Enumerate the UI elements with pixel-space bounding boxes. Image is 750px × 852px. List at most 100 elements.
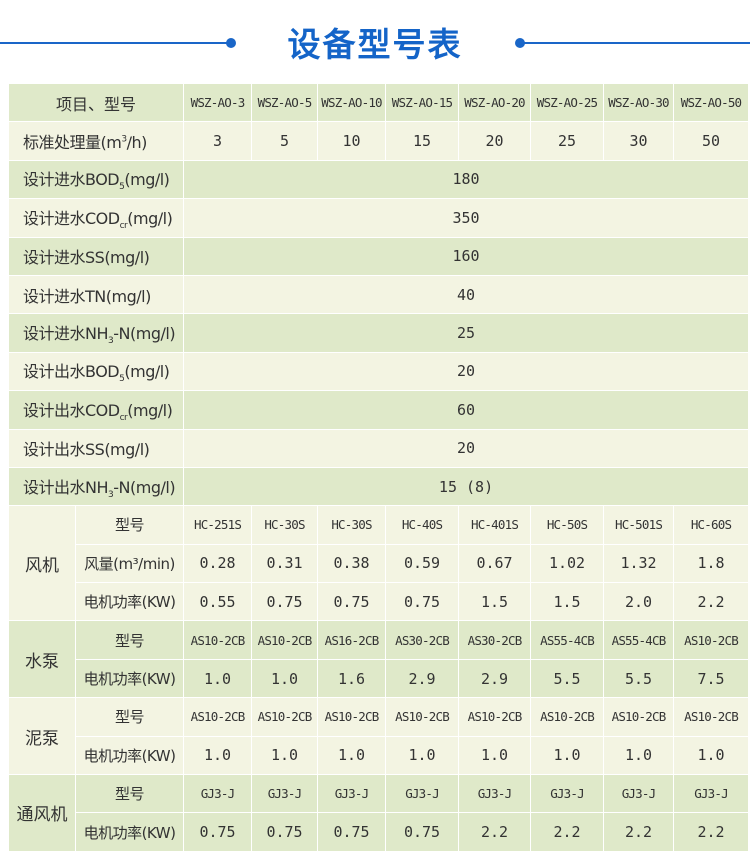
equipment-value: 5.5 — [530, 658, 605, 699]
equipment-value: 1.6 — [317, 658, 387, 699]
capacity-value: 20 — [458, 121, 532, 161]
equipment-value: 0.75 — [317, 812, 387, 852]
group-label: 通风机 — [8, 774, 76, 852]
capacity-value: 3 — [183, 121, 253, 161]
equipment-value: AS16-2CB — [317, 620, 387, 660]
label-part: 设计出水COD — [23, 400, 120, 420]
label-part: -N(mg/l) — [113, 323, 176, 343]
equipment-value: 1.8 — [673, 543, 750, 584]
title-bar: 设备型号表 — [0, 0, 750, 83]
page-title: 设备型号表 — [287, 25, 463, 64]
equipment-value: GJ3-J — [183, 774, 253, 814]
equipment-value: AS10-2CB — [317, 697, 387, 737]
equipment-value: 0.38 — [317, 543, 387, 584]
equipment-value: HC-40S — [385, 505, 460, 545]
equipment-value: 1.0 — [458, 735, 532, 776]
equipment-value: 1.5 — [530, 582, 605, 622]
group-label: 水泵 — [8, 620, 76, 699]
equipment-value: GJ3-J — [603, 774, 675, 814]
capacity-value: 50 — [673, 121, 750, 161]
label-part: 设计出水BOD — [23, 362, 120, 382]
table-row-design: 设计出水BOD5(mg/l) 20 — [7, 351, 750, 392]
equipment-value: AS10-2CB — [458, 697, 532, 737]
label-part: 设计出水NH — [23, 477, 109, 497]
title-divider-right — [522, 42, 750, 44]
label-part: 3 — [108, 336, 114, 347]
label-part: 设计出水SS(mg/l) — [23, 440, 150, 460]
sub-label: 型号 — [74, 620, 185, 660]
sub-label: 电机功率(KW) — [74, 735, 185, 776]
equipment-value: HC-30S — [251, 505, 319, 545]
row-label: 设计进水CODcr(mg/l) — [7, 198, 185, 238]
equipment-value: AS10-2CB — [183, 697, 253, 737]
label-part: -N(mg/l) — [113, 477, 176, 497]
equipment-value: HC-501S — [603, 505, 675, 545]
table-row-capacity: 标准处理量(m3/h) 3 5 10 15 20 25 30 50 — [7, 121, 750, 161]
table-row-equipment: 电机功率(KW) 1.0 1.0 1.0 1.0 1.0 1.0 1.0 1.0 — [9, 735, 750, 776]
equipment-value: GJ3-J — [317, 774, 387, 814]
equipment-value: 1.32 — [603, 543, 675, 584]
equipment-value: 1.02 — [530, 543, 605, 584]
equipment-value: HC-50S — [530, 505, 605, 545]
equipment-value: 0.55 — [183, 582, 253, 622]
design-value: 350 — [183, 198, 750, 238]
equipment-value: AS55-4CB — [530, 620, 605, 660]
label-part: (mg/l) — [124, 362, 170, 382]
equipment-value: AS10-2CB — [530, 697, 605, 737]
design-value: 20 — [183, 351, 750, 392]
row-label: 设计出水NH3-N(mg/l) — [7, 466, 185, 507]
capacity-value: 15 — [385, 121, 460, 161]
equipment-value: AS10-2CB — [385, 697, 460, 737]
group-label: 泥泵 — [8, 697, 76, 776]
row-label: 设计进水SS(mg/l) — [7, 236, 185, 276]
equipment-value: 2.9 — [385, 658, 460, 699]
equipment-value: HC-60S — [673, 505, 750, 545]
equipment-value: 0.28 — [183, 543, 253, 584]
equipment-value: 0.31 — [251, 543, 319, 584]
design-value: 20 — [183, 428, 750, 468]
table-row-equipment: 电机功率(KW) 1.0 1.0 1.6 2.9 2.9 5.5 5.5 7.5 — [9, 658, 750, 699]
equipment-value: AS10-2CB — [251, 697, 319, 737]
equipment-value: AS10-2CB — [183, 620, 253, 660]
table-row-design: 设计进水TN(mg/l) 40 — [7, 274, 750, 315]
capacity-value: 30 — [603, 121, 675, 161]
equipment-value: GJ3-J — [458, 774, 532, 814]
label-part: 设计进水BOD — [23, 170, 120, 190]
design-value: 180 — [183, 159, 750, 200]
row-label: 设计进水BOD5(mg/l) — [7, 159, 185, 200]
table-row-equipment: 电机功率(KW) 0.75 0.75 0.75 0.75 2.2 2.2 2.2 2.2 — [9, 812, 750, 852]
row-label: 设计进水NH3-N(mg/l) — [7, 313, 185, 353]
equipment-value: 0.75 — [385, 582, 460, 622]
sub-label: 型号 — [74, 505, 185, 545]
equipment-value: 7.5 — [673, 658, 750, 699]
model-header: WSZ-AO-25 — [530, 82, 605, 123]
equipment-value: 2.2 — [530, 812, 605, 852]
sub-label: 型号 — [74, 697, 185, 737]
equipment-value: GJ3-J — [385, 774, 460, 814]
table-row-equipment: 通风机 型号 GJ3-J GJ3-J GJ3-J GJ3-J GJ3-J GJ3-J GJ3-J… — [8, 774, 750, 852]
design-value: 60 — [183, 390, 750, 430]
row-label: 设计出水CODcr(mg/l) — [7, 390, 185, 430]
capacity-value: 10 — [317, 121, 387, 161]
label-part: 设计进水COD — [23, 208, 120, 228]
header-label: 项目、型号 — [7, 82, 185, 123]
group-label: 风机 — [8, 505, 76, 622]
sub-label: 电机功率(KW) — [74, 812, 185, 852]
model-header: WSZ-AO-10 — [317, 82, 387, 123]
equipment-value: 1.0 — [673, 735, 750, 776]
row-label: 设计进水TN(mg/l) — [7, 274, 185, 315]
title-dot-right — [515, 38, 525, 48]
table-row-equipment: 水泵 型号 AS10-2CB AS10-2CB AS16-2CB AS30-2CB AS30… — [8, 620, 750, 699]
header-row: 项目、型号 WSZ-AO-3 WSZ-AO-5 WSZ-AO-10 WSZ-AO-15 W… — [7, 82, 750, 123]
label-part: (mg/l) — [127, 400, 173, 420]
label-part: 设计进水SS(mg/l) — [23, 248, 150, 268]
model-header: WSZ-AO-30 — [603, 82, 675, 123]
table-row-equipment: 风量(m³/min) 0.28 0.31 0.38 0.59 0.67 1.02 1.32 1.… — [9, 543, 750, 584]
table-row-design: 设计进水BOD5(mg/l) 180 — [7, 159, 750, 200]
sub-label: 电机功率(KW) — [74, 582, 185, 622]
equipment-value: GJ3-J — [530, 774, 605, 814]
equipment-value: HC-401S — [458, 505, 532, 545]
title-divider-left — [0, 42, 228, 44]
equipment-value: 2.9 — [458, 658, 532, 699]
label-part: cr — [119, 220, 128, 231]
